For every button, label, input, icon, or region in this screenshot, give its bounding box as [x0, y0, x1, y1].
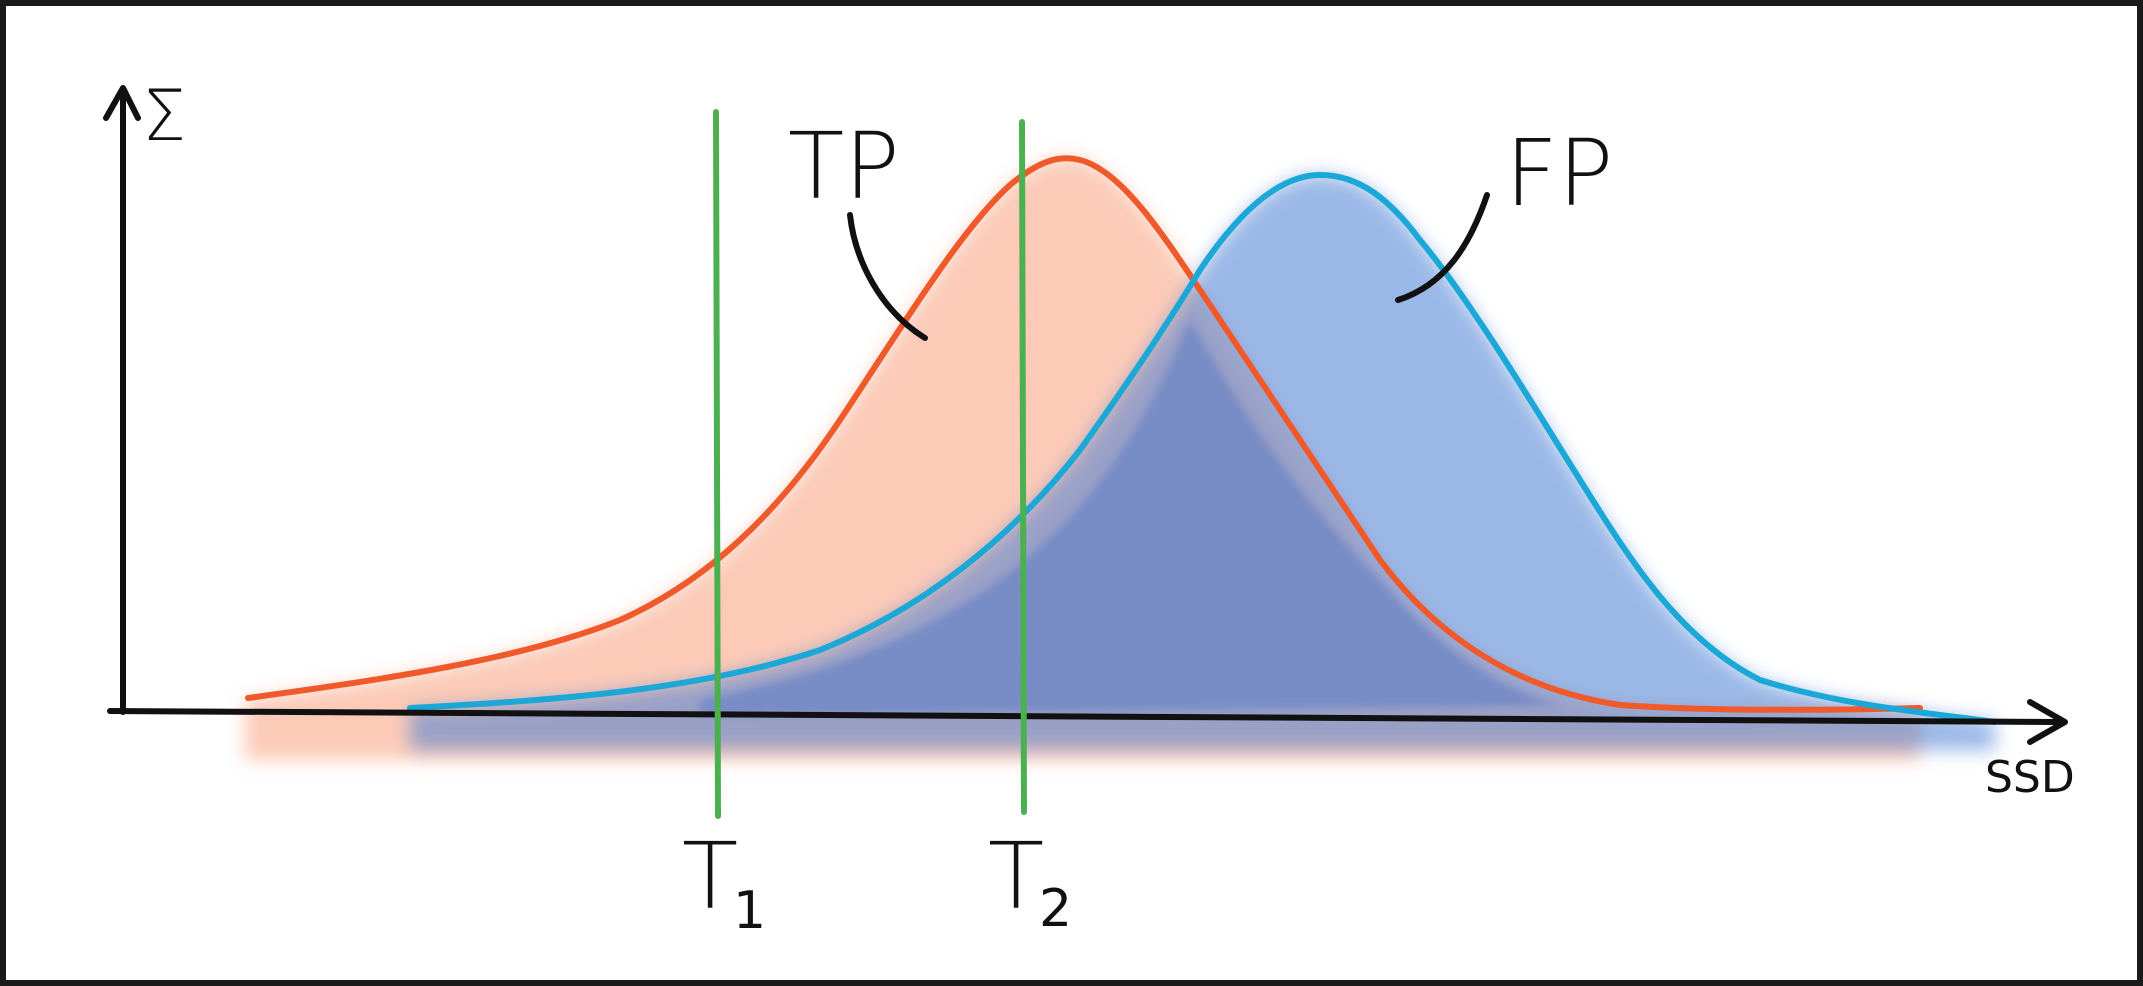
y-axis-arrow: [103, 85, 141, 121]
fp-pointer: [1395, 192, 1490, 303]
x-axis-label: SSD: [1985, 752, 2075, 803]
threshold-2-label: T: [988, 823, 1044, 930]
threshold-1-label: T: [682, 823, 738, 930]
x-axis: [107, 708, 2063, 725]
overlap-fill: [700, 320, 1560, 715]
threshold-1-line: [713, 109, 721, 819]
x-axis-arrow: [2027, 699, 2068, 745]
threshold-2-subscript: 2: [1039, 879, 1072, 939]
tp-pointer: [847, 212, 928, 341]
y-axis-label: Σ: [142, 75, 186, 157]
fp-distribution-curve: [407, 171, 1998, 725]
threshold-1-subscript: 1: [733, 881, 766, 941]
tp-distribution-curve: [245, 155, 1923, 713]
threshold-2-line: [1019, 119, 1027, 815]
fp-label: FP: [1505, 120, 1613, 227]
tp-label: TP: [788, 113, 900, 220]
